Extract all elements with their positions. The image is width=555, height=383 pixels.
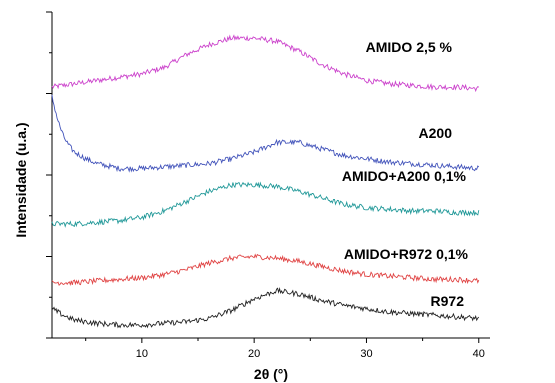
y-axis-title: Intensidade (u.a.) — [13, 122, 29, 237]
series-label: AMIDO+R972 0,1% — [344, 246, 469, 262]
series-line — [51, 253, 480, 286]
series-line — [51, 34, 480, 93]
series-line — [51, 181, 480, 228]
series-line — [51, 286, 480, 329]
series-label: R972 — [431, 293, 465, 309]
x-tick-label: 20 — [248, 348, 260, 360]
x-axis-title: 2θ (°) — [254, 366, 288, 382]
series-group — [51, 34, 480, 329]
series-labels: AMIDO 2,5 % A200 AMIDO+A200 0,1% AMIDO+R972… — [342, 39, 469, 309]
series-label: AMIDO 2,5 % — [366, 39, 453, 55]
x-axis-ticks: 10 20 30 40 — [85, 338, 485, 360]
x-tick-label: 30 — [360, 348, 372, 360]
x-tick-label: 40 — [473, 348, 485, 360]
series-label: AMIDO+A200 0,1% — [342, 168, 467, 184]
series-label: A200 — [419, 125, 453, 141]
series-line — [51, 94, 480, 173]
y-axis-ticks — [46, 11, 52, 339]
x-tick-label: 10 — [136, 348, 148, 360]
